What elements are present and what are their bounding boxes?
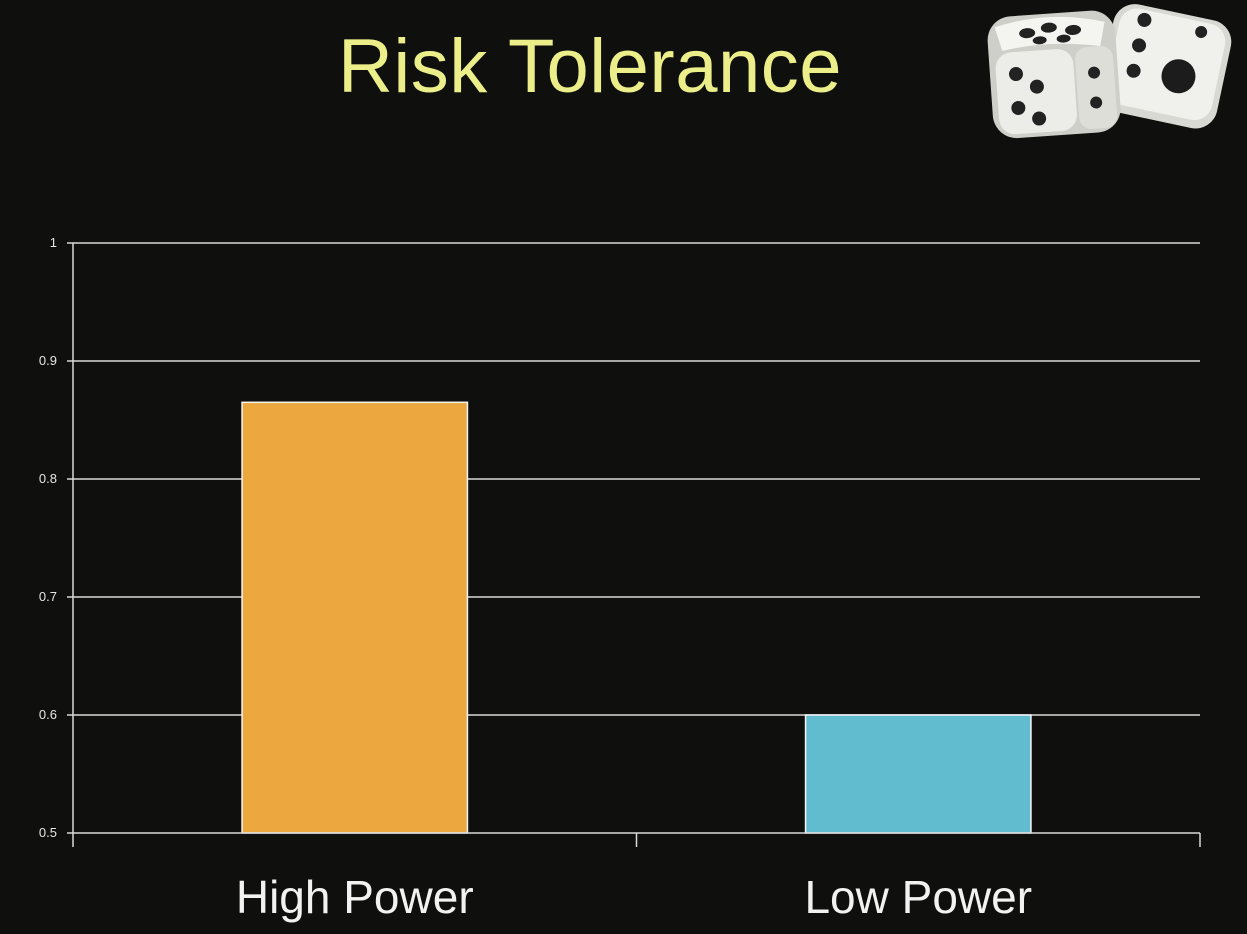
bar-low-power [804, 714, 1032, 834]
bar-high-power [241, 401, 469, 834]
dice-icon [987, 4, 1232, 139]
slide-title: Risk Tolerance [337, 24, 843, 109]
x-category-label: High Power [236, 871, 474, 923]
x-category-label: Low Power [804, 871, 1032, 923]
y-tick-label: 0.7 [39, 589, 57, 604]
bars [241, 401, 1032, 834]
y-tick-label: 0.9 [39, 353, 57, 368]
y-tick-label: 0.8 [39, 471, 57, 486]
y-tick-label: 1 [50, 235, 57, 250]
axes [67, 242, 1201, 847]
y-tick-label: 0.5 [39, 825, 57, 840]
y-tick-label: 0.6 [39, 707, 57, 722]
labels: 0.5 0.6 0.7 0.8 0.9 1 High Power Low Power [39, 235, 1032, 923]
